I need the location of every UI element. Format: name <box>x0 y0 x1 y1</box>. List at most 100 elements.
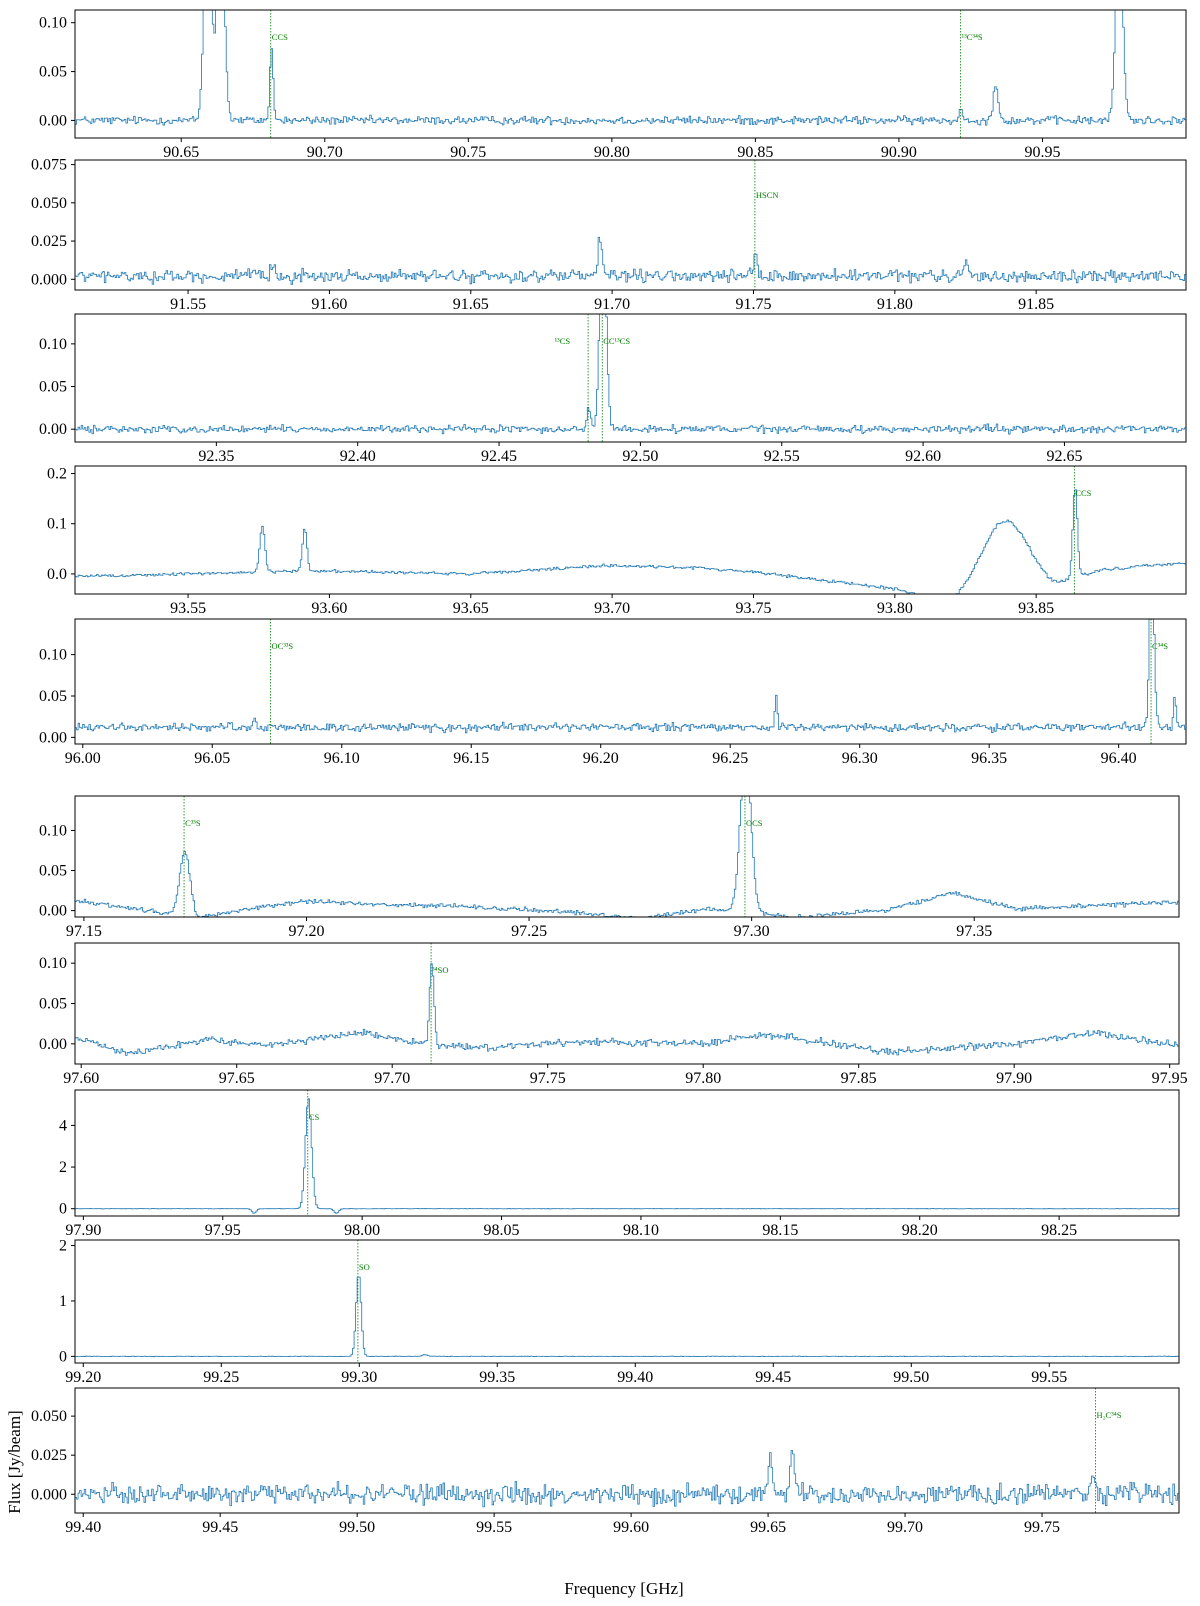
y-tick-label: 0.00 <box>39 112 67 129</box>
y-tick-label: 0.10 <box>39 955 67 972</box>
y-tick-label: 4 <box>59 1117 67 1134</box>
y-tick-label: 0.075 <box>31 157 67 174</box>
x-tick-label: 99.55 <box>476 1519 512 1536</box>
x-tick-label: 99.45 <box>755 1369 791 1386</box>
x-tick-label: 93.85 <box>1018 600 1054 617</box>
x-tick-label: 99.55 <box>1031 1369 1067 1386</box>
x-tick-label: 99.40 <box>65 1519 101 1536</box>
x-tick-label: 98.05 <box>484 1222 520 1239</box>
x-axis-title: Frequency [GHz] <box>564 1579 683 1598</box>
x-tick-label: 93.75 <box>735 600 771 617</box>
x-tick-label: 93.65 <box>453 600 489 617</box>
x-tick-label: 93.70 <box>594 600 630 617</box>
y-tick-label: 0.00 <box>39 729 67 746</box>
axes-frame <box>74 795 1180 918</box>
spectrum-trace <box>75 796 1179 917</box>
y-tick-label: 1 <box>59 1293 67 1310</box>
axes-frame <box>74 465 1187 595</box>
spectrum-trace <box>75 236 1186 285</box>
x-tick-label: 97.95 <box>205 1222 241 1239</box>
x-tick-label: 97.85 <box>841 1070 877 1087</box>
y-tick-label: 0.1 <box>47 516 67 533</box>
line-label: SO <box>359 1262 370 1272</box>
x-tick-label: 91.85 <box>1018 296 1054 313</box>
x-tick-label: 99.20 <box>65 1369 101 1386</box>
axes-frame <box>74 1089 1180 1217</box>
x-tick-label: 90.70 <box>307 144 343 161</box>
x-tick-label: 92.45 <box>481 448 517 465</box>
y-tick-label: 0.025 <box>31 1447 67 1464</box>
x-tick-label: 97.60 <box>63 1070 99 1087</box>
y-tick-label: 0.10 <box>39 647 67 664</box>
x-tick-label: 97.65 <box>219 1070 255 1087</box>
x-tick-label: 99.50 <box>893 1369 929 1386</box>
x-tick-label: 97.75 <box>530 1070 566 1087</box>
spectrum-trace <box>75 10 1186 126</box>
x-tick-label: 99.30 <box>341 1369 377 1386</box>
panel-3: ¹³CS CC¹³CS 92.35 92.40 92.45 92.50 92.55 92.60… <box>39 313 1187 465</box>
spectrum-trace <box>75 1098 1179 1214</box>
spectrum-trace <box>75 489 1186 594</box>
y-tick-label: 0.025 <box>31 233 67 250</box>
x-tick-label: 96.15 <box>453 750 489 767</box>
x-tick-label: 97.35 <box>956 923 992 940</box>
x-tick-label: 99.35 <box>479 1369 515 1386</box>
x-tick-label: 99.50 <box>339 1519 375 1536</box>
line-label: CCS <box>272 32 288 42</box>
line-label: ¹³C³⁴S <box>962 32 983 42</box>
y-tick-label: 0.05 <box>39 688 67 705</box>
x-tick-label: 90.65 <box>163 144 199 161</box>
x-tick-label: 92.65 <box>1046 448 1082 465</box>
y-tick-label: 0.000 <box>31 1486 67 1503</box>
y-tick-label: 0.00 <box>39 421 67 438</box>
x-tick-label: 96.40 <box>1101 750 1137 767</box>
line-label: ¹³CS <box>555 336 571 346</box>
x-tick-label: 97.90 <box>65 1222 101 1239</box>
x-tick-label: 99.65 <box>750 1519 786 1536</box>
x-tick-label: 91.80 <box>877 296 913 313</box>
line-label: CS <box>309 1112 320 1122</box>
y-tick-label: 0.05 <box>39 64 67 81</box>
line-label: C³⁴S <box>1152 641 1168 651</box>
x-tick-label: 97.15 <box>66 923 102 940</box>
y-tick-label: 0.000 <box>31 271 67 288</box>
axes-frame <box>74 1239 1180 1364</box>
x-tick-label: 91.55 <box>170 296 206 313</box>
x-tick-label: 97.70 <box>374 1070 410 1087</box>
x-tick-label: 96.30 <box>842 750 878 767</box>
x-tick-label: 99.25 <box>203 1369 239 1386</box>
spectrum-trace <box>75 1450 1179 1508</box>
x-tick-label: 98.20 <box>902 1222 938 1239</box>
panel-6: C³³S OCS 97.15 97.20 97.25 97.30 97.35 0.00 0.05… <box>39 795 1180 940</box>
x-tick-label: 99.75 <box>1024 1519 1060 1536</box>
x-tick-label: 96.25 <box>712 750 748 767</box>
x-tick-label: 92.35 <box>198 448 234 465</box>
line-label: OCS <box>746 818 763 828</box>
y-tick-label: 0.05 <box>39 863 67 880</box>
x-tick-label: 98.25 <box>1041 1222 1077 1239</box>
y-tick-label: 0 <box>59 1201 67 1218</box>
line-label: CCS <box>1075 488 1091 498</box>
axes-frame <box>74 618 1187 745</box>
axes-frame <box>74 1387 1180 1514</box>
y-tick-label: 0 <box>59 1348 67 1365</box>
x-tick-label: 97.20 <box>288 923 324 940</box>
x-tick-label: 98.00 <box>344 1222 380 1239</box>
x-tick-label: 92.50 <box>622 448 658 465</box>
panel-9: SO 99.20 99.25 99.30 99.35 99.40 99.45 99.50 99.… <box>59 1238 1180 1386</box>
x-tick-label: 91.75 <box>735 296 771 313</box>
panel-2: HSCN 91.55 91.60 91.65 91.70 91.75 91.80 91.85 0… <box>31 157 1187 313</box>
line-label: ³⁴SO <box>432 965 448 975</box>
y-axis-title: Flux [Jy/beam] <box>5 1410 24 1513</box>
panel-8: CS 97.90 97.95 98.00 98.05 98.10 98.15 98.20 98.… <box>59 1089 1180 1239</box>
x-tick-label: 90.80 <box>594 144 630 161</box>
panel-4: CCS 93.55 93.60 93.65 93.70 93.75 93.80 93.85 0.… <box>47 465 1187 617</box>
y-tick-label: 0.05 <box>39 996 67 1013</box>
x-tick-label: 90.75 <box>450 144 486 161</box>
x-tick-label: 93.80 <box>877 600 913 617</box>
y-tick-label: 2 <box>59 1238 67 1255</box>
panel-10: H₂C³⁴S 99.40 99.45 99.50 99.55 99.60 99.65 99.7… <box>31 1387 1180 1536</box>
spectrum-trace <box>75 963 1179 1056</box>
y-tick-label: 0.05 <box>39 379 67 396</box>
